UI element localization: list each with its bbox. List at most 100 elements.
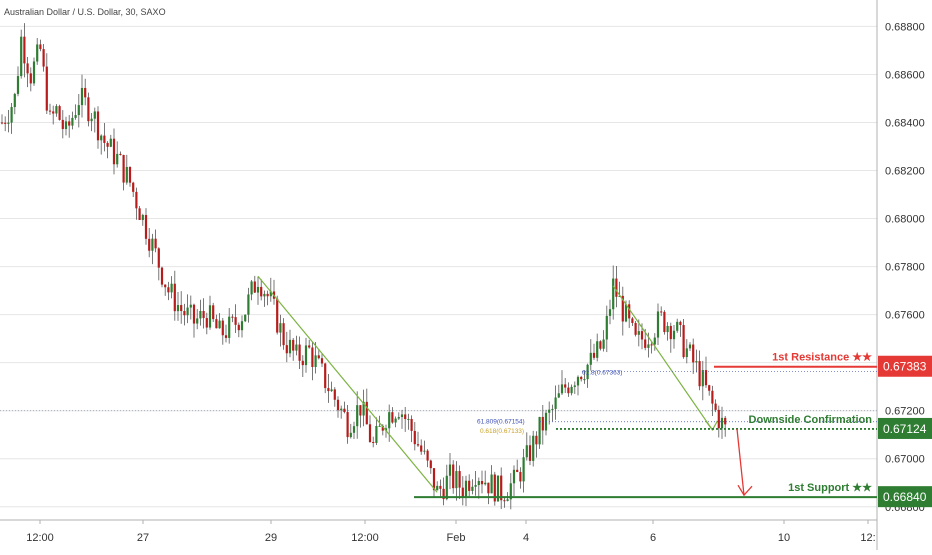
candle-body	[93, 111, 96, 119]
candle-body	[295, 344, 298, 351]
y-tick-label: 0.67200	[885, 406, 925, 418]
candle-body	[692, 344, 695, 363]
candle-body	[96, 111, 100, 141]
candle-body	[372, 441, 375, 443]
candle-body	[474, 485, 477, 487]
candle-body	[42, 49, 45, 67]
candle-body	[650, 344, 653, 346]
candle-body	[154, 238, 157, 249]
candle-body	[663, 311, 666, 333]
candle-body	[167, 287, 170, 293]
candle-body	[87, 97, 90, 122]
candle-body	[452, 464, 455, 489]
candle-body	[58, 106, 61, 120]
candle-body	[400, 414, 404, 418]
candle-body	[106, 142, 109, 147]
candle-body	[48, 110, 52, 112]
candle-body	[656, 311, 660, 338]
candle-body	[432, 468, 436, 491]
candle-body	[186, 307, 189, 316]
candle-body	[234, 317, 237, 325]
candle-body	[599, 341, 602, 349]
candle-body	[535, 435, 538, 445]
candle-body	[378, 425, 381, 427]
candle-body	[23, 36, 26, 64]
candle-body	[391, 412, 394, 423]
candle-body	[0, 122, 4, 124]
candle-body	[36, 44, 39, 62]
candle-body	[682, 325, 685, 358]
candle-body	[500, 475, 503, 501]
fib-label: 61.8(0.67363)	[582, 370, 622, 377]
candle-body	[714, 403, 717, 410]
candle-body	[170, 283, 173, 293]
candle-body	[570, 386, 573, 394]
candle-body	[631, 318, 634, 323]
candle-body	[628, 304, 631, 319]
candle-body	[320, 358, 324, 364]
candle-body	[519, 471, 522, 482]
candle-body	[221, 320, 224, 336]
candle-body	[516, 469, 519, 472]
candle-body	[394, 418, 397, 423]
candle-body	[138, 208, 141, 221]
candle-body	[429, 460, 432, 469]
y-tick-label: 0.67600	[885, 310, 925, 322]
candle-body	[314, 355, 317, 367]
candle-body	[496, 475, 500, 502]
candle-body	[708, 385, 711, 391]
candle-body	[244, 314, 247, 322]
support-price-text: 0.66840	[883, 490, 927, 504]
candle-body	[573, 385, 576, 387]
candle-body	[720, 417, 724, 429]
candle-body	[144, 214, 148, 239]
pattern-line	[612, 285, 713, 431]
candle-body	[180, 305, 183, 312]
candle-body	[202, 311, 205, 319]
candle-body	[586, 364, 589, 380]
candle-body	[669, 325, 672, 340]
candle-body	[717, 409, 720, 429]
candle-body	[407, 418, 410, 420]
candle-body	[416, 444, 420, 446]
candle-body	[381, 425, 384, 431]
candle-body	[224, 335, 228, 338]
candle-body	[660, 311, 663, 313]
candle-body	[128, 166, 132, 183]
candle-body	[410, 418, 413, 431]
candle-body	[263, 293, 266, 297]
candle-body	[112, 138, 116, 165]
candle-body	[308, 345, 311, 348]
candle-body	[218, 320, 221, 329]
candle-body	[512, 469, 516, 484]
candle-body	[55, 106, 58, 114]
candle-body	[84, 87, 87, 98]
confirmation-price-text: 0.67124	[883, 422, 927, 436]
candle-body	[436, 485, 439, 491]
candle-body	[109, 138, 112, 147]
candle-body	[61, 119, 64, 130]
candle-body	[32, 61, 36, 84]
candle-body	[688, 344, 692, 349]
candle-body	[336, 399, 340, 411]
candle-body	[480, 481, 484, 485]
candle-body	[173, 283, 176, 312]
candle-body	[592, 352, 596, 358]
candle-body	[71, 117, 74, 126]
candle-body	[458, 471, 461, 488]
candle-body	[679, 321, 682, 326]
candle-body	[538, 416, 541, 445]
candle-body	[701, 370, 704, 387]
candle-body	[541, 416, 544, 431]
candle-body	[477, 481, 480, 486]
candle-body	[685, 348, 688, 358]
candle-body	[196, 318, 199, 324]
candle-body	[532, 435, 535, 461]
candle-body	[29, 73, 32, 84]
candle-body	[554, 397, 557, 409]
candle-body	[164, 284, 167, 288]
candle-body	[528, 445, 532, 461]
candle-body	[132, 182, 135, 192]
